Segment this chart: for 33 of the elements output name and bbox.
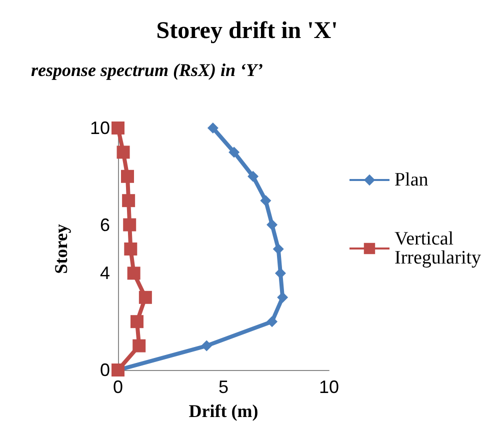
point — [266, 219, 278, 230]
x-tick-label: 5 — [218, 377, 229, 397]
point — [207, 122, 218, 134]
point — [228, 146, 240, 158]
y-tick-label: 0 — [100, 360, 110, 380]
legend-label: Vertical Irregularity — [394, 228, 482, 268]
x-axis-title: Drift (m) — [188, 401, 258, 421]
point — [274, 268, 286, 279]
legend-label: Plan — [394, 170, 429, 190]
point — [124, 242, 138, 256]
chart-title: Storey drift in 'X' — [156, 18, 338, 44]
point — [260, 195, 272, 206]
point — [266, 316, 278, 328]
point — [122, 194, 136, 208]
point — [127, 266, 140, 280]
chart-subtitle: response spectrum (RsX) in ‘Y’ — [31, 60, 264, 80]
point — [277, 292, 288, 303]
point — [138, 290, 152, 304]
point — [201, 340, 212, 352]
point — [248, 170, 259, 182]
point — [130, 315, 144, 328]
y-axis-title: Storey — [51, 224, 71, 274]
y-tick-label: 4 — [100, 263, 110, 284]
y-tick-label: 10 — [90, 118, 110, 138]
x-tick-label: 10 — [318, 377, 340, 397]
point — [116, 146, 130, 159]
point — [123, 218, 136, 232]
point — [112, 122, 124, 134]
point — [120, 170, 134, 183]
x-tick-label: 0 — [112, 377, 124, 397]
point — [272, 244, 284, 254]
y-tick-label: 6 — [100, 214, 110, 235]
point — [132, 339, 146, 352]
